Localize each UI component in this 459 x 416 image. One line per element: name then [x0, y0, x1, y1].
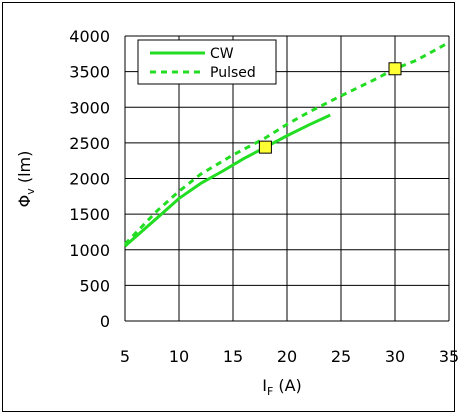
legend-label-cw: CW [210, 46, 234, 62]
legend: CW Pulsed [137, 39, 277, 85]
x-tick-label: 20 [277, 347, 297, 366]
y-tick-label: 2500 [69, 134, 110, 153]
y-tick-label: 0 [100, 312, 110, 331]
x-axis-symbol: I [262, 376, 267, 395]
y-axis-title: Φv (lm) [15, 151, 37, 208]
series-line-cw [124, 113, 331, 248]
x-tick-label: 25 [331, 347, 351, 366]
y-tick-label: 1000 [69, 241, 110, 260]
y-axis-subscript: v [24, 188, 37, 195]
y-tick-label: 3000 [69, 98, 110, 117]
data-marker-square [388, 62, 402, 76]
x-tick-label: 10 [169, 347, 189, 366]
y-axis-unit: (lm) [15, 151, 34, 189]
x-tick-label: 30 [385, 347, 405, 366]
y-axis-symbol: Φ [15, 195, 34, 208]
data-marker-square [258, 140, 272, 154]
x-axis-unit: (A) [273, 376, 302, 395]
grid-lines [124, 35, 450, 322]
y-tick-label: 1500 [69, 205, 110, 224]
x-tick-label: 35 [439, 347, 459, 366]
legend-label-pulsed: Pulsed [210, 65, 256, 81]
y-tick-label: 500 [79, 276, 110, 295]
x-axis-title: IF (A) [262, 376, 302, 398]
x-tick-label: 5 [120, 347, 130, 366]
y-tick-label: 2000 [69, 170, 110, 189]
tick-labels: 5 10 15 20 25 30 35 0 500 1000 1500 2000 2500 3000 350… [69, 27, 459, 366]
legend-box [137, 39, 277, 85]
y-tick-label: 4000 [69, 27, 110, 46]
x-axis-subscript: F [267, 385, 273, 398]
y-tick-label: 3500 [69, 63, 110, 82]
x-tick-label: 15 [223, 347, 243, 366]
data-markers [258, 62, 402, 154]
